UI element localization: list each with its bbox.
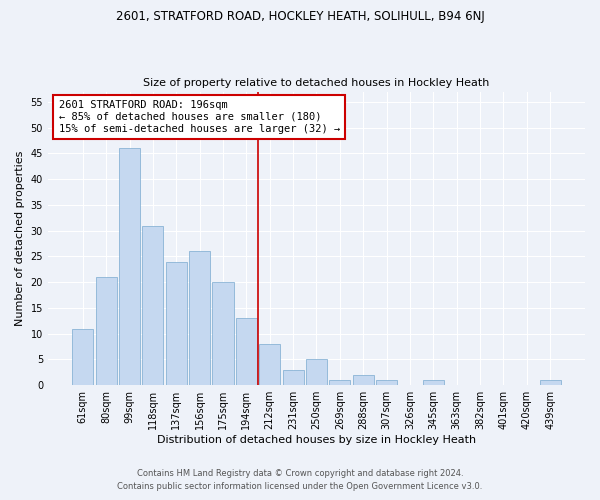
Bar (283, 370, 304, 385)
Bar (259, 344, 280, 385)
Bar (539, 380, 560, 385)
Bar (166, 262, 187, 385)
Bar (95, 277, 117, 385)
Y-axis label: Number of detached properties: Number of detached properties (15, 150, 25, 326)
Bar (236, 318, 257, 385)
Bar (423, 380, 444, 385)
X-axis label: Distribution of detached houses by size in Hockley Heath: Distribution of detached houses by size … (157, 435, 476, 445)
Text: Contains public sector information licensed under the Open Government Licence v3: Contains public sector information licen… (118, 482, 482, 491)
Bar (73, 328, 94, 385)
Bar (329, 380, 350, 385)
Bar (306, 360, 327, 385)
Bar (119, 148, 140, 385)
Title: Size of property relative to detached houses in Hockley Heath: Size of property relative to detached ho… (143, 78, 490, 88)
Bar (189, 252, 210, 385)
Text: 2601 STRATFORD ROAD: 196sqm
← 85% of detached houses are smaller (180)
15% of se: 2601 STRATFORD ROAD: 196sqm ← 85% of det… (59, 100, 340, 134)
Bar (376, 380, 397, 385)
Text: Contains HM Land Registry data © Crown copyright and database right 2024.: Contains HM Land Registry data © Crown c… (137, 468, 463, 477)
Bar (212, 282, 233, 385)
Bar (353, 375, 374, 385)
Text: 2601, STRATFORD ROAD, HOCKLEY HEATH, SOLIHULL, B94 6NJ: 2601, STRATFORD ROAD, HOCKLEY HEATH, SOL… (116, 10, 484, 23)
Bar (142, 226, 163, 385)
